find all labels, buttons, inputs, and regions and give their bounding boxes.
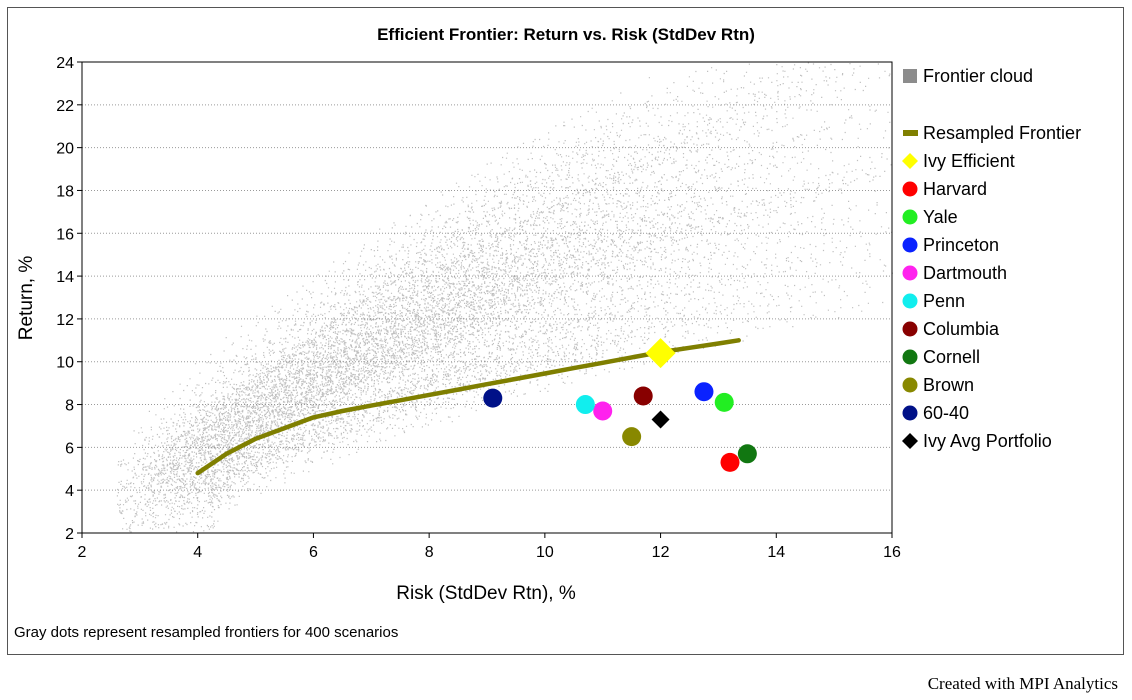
y-tick-label: 20 [56,141,74,158]
y-tick-label: 16 [56,226,74,243]
y-tick-label: 18 [56,183,74,200]
x-tick-label: 10 [536,544,554,561]
y-tick-label: 2 [65,526,74,543]
legend-swatch-harvard [902,181,918,197]
point-columbia [633,386,653,406]
legend-swatch-frontier-cloud [903,69,917,83]
legend-swatch-resampled-frontier [903,130,918,136]
x-tick-label: 4 [193,544,202,561]
point-brown [622,427,642,447]
legend-label-ivy-efficient: Ivy Efficient [923,151,1015,171]
y-tick-label: 14 [56,269,74,286]
legend-swatch-cornell [902,349,918,365]
legend-label-princeton: Princeton [923,235,999,255]
x-tick-label: 12 [652,544,670,561]
legend-swatch-columbia [902,321,918,337]
legend-swatch-brown [902,377,918,393]
point-ivy-efficient [645,338,676,369]
legend-label-dartmouth: Dartmouth [923,263,1007,283]
point-harvard [720,452,740,472]
y-tick-label: 6 [65,440,74,457]
legend-label-yale: Yale [923,207,958,227]
point-yale [714,392,734,412]
legend: Frontier cloud Resampled Frontier Ivy Effi… [902,66,1081,451]
legend-label-frontier-cloud: Frontier cloud [923,66,1033,86]
y-tick-label: 8 [65,398,74,415]
portfolio-points [483,338,757,472]
x-tick-label: 6 [309,544,318,561]
x-tick-label: 8 [425,544,434,561]
point-penn [575,395,595,415]
point-60-40 [483,388,503,408]
y-tick-label: 10 [56,355,74,372]
point-ivy-avg-portfolio [651,410,670,429]
y-tick-label: 4 [65,483,74,500]
point-cornell [737,444,757,464]
legend-swatch-ivy-efficient [902,153,918,169]
legend-swatch-dartmouth [902,265,918,281]
x-tick-label: 14 [767,544,785,561]
y-tick-label: 24 [56,55,74,72]
legend-swatch-60-40 [902,405,918,421]
chart-title: Efficient Frontier: Return vs. Risk (Std… [377,25,755,44]
legend-label-cornell: Cornell [923,347,980,367]
legend-label-60-40: 60-40 [923,403,969,423]
plot-border [81,61,893,534]
legend-swatch-penn [902,293,918,309]
frontier-cloud-dots [116,62,894,533]
x-axis-label: Risk (StdDev Rtn), % [396,583,576,604]
legend-label-columbia: Columbia [923,319,1000,339]
x-tick-label: 2 [78,544,87,561]
footnote: Gray dots represent resampled frontiers … [14,624,399,641]
legend-label-ivy-avg-portfolio: Ivy Avg Portfolio [923,431,1052,451]
point-princeton [694,382,714,402]
x-tick-label: 16 [883,544,901,561]
legend-label-harvard: Harvard [923,179,987,199]
legend-label-penn: Penn [923,291,965,311]
legend-label-brown: Brown [923,375,974,395]
legend-swatch-yale [902,209,918,225]
y-axis-label: Return, % [16,256,37,341]
legend-swatch-princeton [902,237,918,253]
point-dartmouth [593,401,613,421]
frontier-cloud [116,62,894,533]
legend-label-resampled-frontier: Resampled Frontier [923,123,1081,143]
credit-text: Created with MPI Analytics [927,674,1118,693]
y-tick-label: 12 [56,312,74,329]
y-tick-label: 22 [56,98,74,115]
legend-swatch-ivy-avg-portfolio [902,433,918,449]
